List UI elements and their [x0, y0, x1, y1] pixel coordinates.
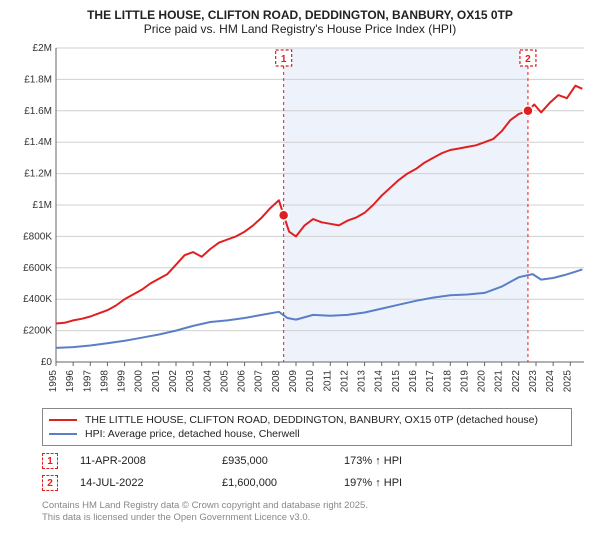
chart-svg: £0 £200K £400K £600K £800K £1M £1.2M £1.4M £1.6M…: [12, 42, 588, 402]
svg-text:2014: 2014: [374, 370, 385, 393]
svg-text:2010: 2010: [305, 370, 316, 393]
title-subtitle: Price paid vs. HM Land Registry's House …: [12, 22, 588, 36]
legend-item-price: THE LITTLE HOUSE, CLIFTON ROAD, DEDDINGT…: [49, 413, 565, 427]
svg-text:£1M: £1M: [33, 200, 52, 211]
svg-text:1: 1: [281, 54, 287, 65]
legend-label-hpi: HPI: Average price, detached house, Cher…: [85, 428, 300, 440]
svg-text:2001: 2001: [151, 370, 162, 393]
svg-text:2021: 2021: [494, 370, 505, 393]
svg-text:1996: 1996: [65, 370, 76, 393]
transaction-marker-icon: 2: [42, 475, 58, 491]
svg-text:£1.8M: £1.8M: [24, 74, 52, 85]
legend-swatch-price: [49, 419, 77, 421]
svg-text:1999: 1999: [117, 370, 128, 393]
svg-text:2007: 2007: [254, 370, 265, 393]
svg-text:1997: 1997: [82, 370, 93, 393]
svg-text:2002: 2002: [168, 370, 179, 393]
svg-text:£400K: £400K: [23, 294, 52, 305]
transaction-marker-icon: 1: [42, 453, 58, 469]
legend-label-price: THE LITTLE HOUSE, CLIFTON ROAD, DEDDINGT…: [85, 414, 538, 426]
legend-swatch-hpi: [49, 433, 77, 435]
title-block: THE LITTLE HOUSE, CLIFTON ROAD, DEDDINGT…: [12, 8, 588, 36]
svg-text:£600K: £600K: [23, 263, 52, 274]
transaction-row: 2 14-JUL-2022 £1,600,000 197% ↑ HPI: [42, 472, 572, 494]
svg-text:2017: 2017: [425, 370, 436, 393]
svg-text:2018: 2018: [442, 370, 453, 393]
svg-text:£800K: £800K: [23, 231, 52, 242]
svg-text:2011: 2011: [322, 370, 333, 392]
svg-text:2005: 2005: [219, 370, 230, 393]
legend-item-hpi: HPI: Average price, detached house, Cher…: [49, 427, 565, 441]
svg-text:2003: 2003: [185, 370, 196, 393]
svg-text:2009: 2009: [288, 370, 299, 393]
transaction-date: 11-APR-2008: [80, 455, 200, 467]
svg-text:£1.6M: £1.6M: [24, 106, 52, 117]
svg-text:2000: 2000: [134, 370, 145, 393]
svg-text:1998: 1998: [99, 370, 110, 393]
svg-text:2016: 2016: [408, 370, 419, 393]
svg-text:£1.2M: £1.2M: [24, 169, 52, 180]
svg-text:£1.4M: £1.4M: [24, 137, 52, 148]
transaction-row: 1 11-APR-2008 £935,000 173% ↑ HPI: [42, 450, 572, 472]
svg-text:2: 2: [525, 54, 531, 65]
transaction-pct: 173% ↑ HPI: [344, 455, 464, 467]
svg-text:2019: 2019: [459, 370, 470, 393]
svg-text:2024: 2024: [545, 370, 556, 393]
svg-text:2013: 2013: [357, 370, 368, 393]
title-address: THE LITTLE HOUSE, CLIFTON ROAD, DEDDINGT…: [12, 8, 588, 22]
footer-attribution: Contains HM Land Registry data © Crown c…: [42, 500, 584, 525]
svg-text:£0: £0: [41, 357, 53, 368]
svg-text:2015: 2015: [391, 370, 402, 393]
transaction-price: £1,600,000: [222, 477, 322, 489]
transaction-pct: 197% ↑ HPI: [344, 477, 464, 489]
svg-text:£200K: £200K: [23, 326, 52, 337]
transactions-table: 1 11-APR-2008 £935,000 173% ↑ HPI 2 14-J…: [42, 450, 572, 494]
chart-container: THE LITTLE HOUSE, CLIFTON ROAD, DEDDINGT…: [0, 0, 600, 529]
svg-text:£2M: £2M: [33, 43, 52, 54]
svg-text:2023: 2023: [528, 370, 539, 393]
transaction-price: £935,000: [222, 455, 322, 467]
svg-text:2008: 2008: [271, 370, 282, 393]
svg-text:2006: 2006: [237, 370, 248, 393]
svg-text:2004: 2004: [202, 370, 213, 393]
svg-text:2025: 2025: [562, 370, 573, 393]
chart-area: £0 £200K £400K £600K £800K £1M £1.2M £1.4M £1.6M…: [12, 42, 588, 402]
footer-line2: This data is licensed under the Open Gov…: [42, 512, 584, 524]
svg-text:2020: 2020: [477, 370, 488, 393]
legend-box: THE LITTLE HOUSE, CLIFTON ROAD, DEDDINGT…: [42, 408, 572, 446]
svg-text:2012: 2012: [339, 370, 350, 393]
svg-text:1995: 1995: [48, 370, 59, 393]
transaction-date: 14-JUL-2022: [80, 477, 200, 489]
footer-line1: Contains HM Land Registry data © Crown c…: [42, 500, 584, 512]
svg-text:2022: 2022: [511, 370, 522, 393]
